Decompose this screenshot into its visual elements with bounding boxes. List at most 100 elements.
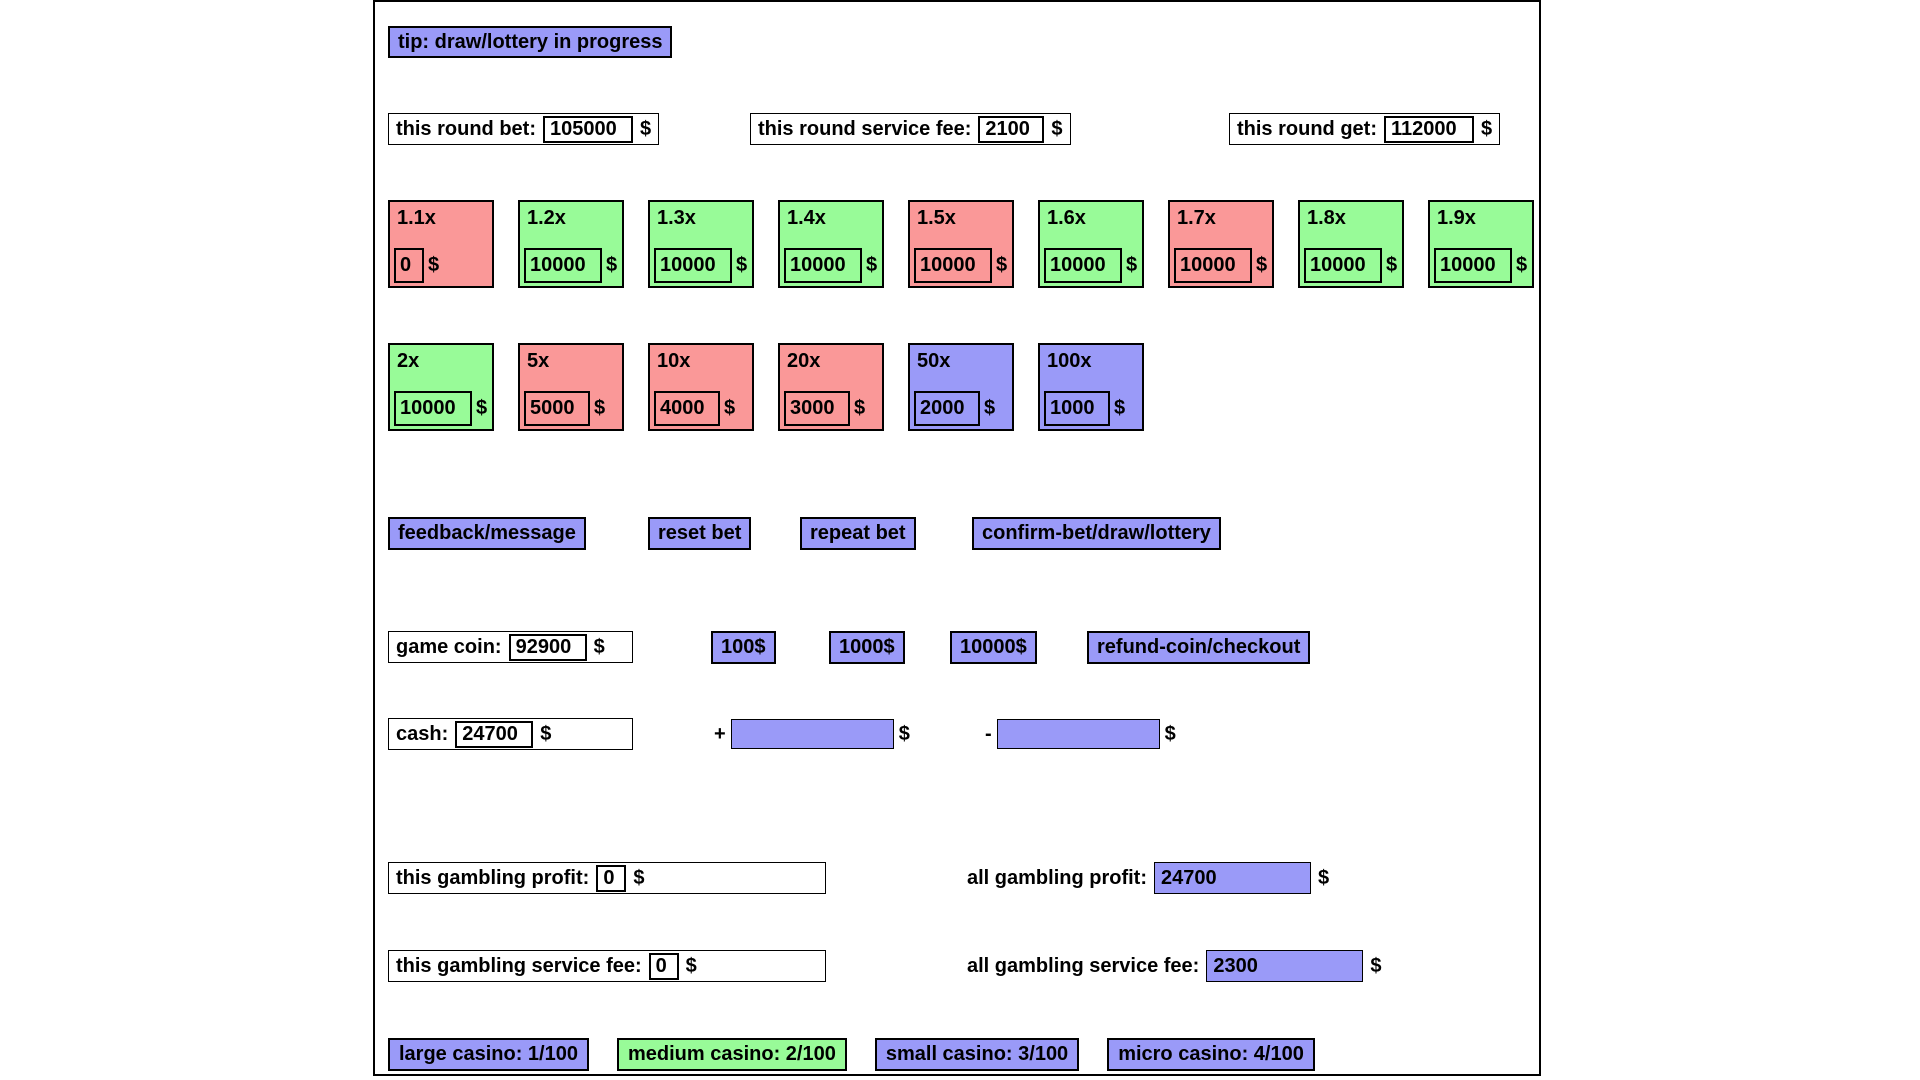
bet-tile-amount-input[interactable] [914,248,992,283]
currency-label: $ [1114,397,1126,419]
bet-tile-1.2x[interactable]: 1.2x $ [518,200,624,288]
bet-tile-amount-input[interactable] [1434,248,1512,283]
bet-tile-multiplier-label: 20x [787,350,821,372]
cash-add-group: + $ [714,718,910,750]
this-gambling-service-fee-label: this gambling service fee: [396,954,642,977]
currency-label: $ [866,254,878,276]
currency-label: $ [1051,117,1063,140]
currency-label: $ [633,866,645,889]
bet-tile-amount-input[interactable] [784,391,850,426]
bet-tiles-row-2: 2x $ 5x $ 10x $ 20x $ 50x $ 100x [388,343,1144,431]
bet-tile-amount-input[interactable] [1044,391,1110,426]
casino-selector-row: large casino: 1/100 medium casino: 2/100 s… [388,1038,1315,1071]
bet-tile-multiplier-label: 1.2x [527,207,566,229]
currency-label: $ [540,722,552,745]
this-gambling-profit-value: 0 [596,864,627,892]
round-get-value: 112000 [1383,115,1474,143]
bet-tile-amount-input[interactable] [1174,248,1252,283]
bet-tile-multiplier-label: 1.1x [397,207,436,229]
bet-tile-amount-input[interactable] [784,248,862,283]
bet-tile-1.5x[interactable]: 1.5x $ [908,200,1014,288]
bet-tile-multiplier-label: 1.8x [1307,207,1346,229]
bet-tile-multiplier-label: 1.4x [787,207,826,229]
casino-badge-micro[interactable]: micro casino: 4/100 [1107,1038,1315,1071]
round-get-label: this round get: [1237,117,1377,140]
bet-tile-2x[interactable]: 2x $ [388,343,494,431]
bet-tile-1.4x[interactable]: 1.4x $ [778,200,884,288]
bet-tile-1.3x[interactable]: 1.3x $ [648,200,754,288]
bet-tile-multiplier-label: 5x [527,350,550,372]
bet-tile-20x[interactable]: 20x $ [778,343,884,431]
all-gambling-profit-group: all gambling profit: 24700 $ [967,862,1329,894]
cash-add-input[interactable] [730,719,894,749]
tip-banner: tip: draw/lottery in progress [388,26,673,58]
add-coin-button-100[interactable]: 100$ [711,631,776,664]
currency-label: $ [594,397,606,419]
round-get-box: this round get: 112000 $ [1229,113,1501,145]
currency-label: $ [1516,254,1528,276]
casino-badge-small[interactable]: small casino: 3/100 [874,1038,1080,1071]
add-coin-button-1000[interactable]: 1000$ [829,631,905,664]
bet-tile-amount-input[interactable] [524,248,602,283]
all-gambling-service-fee-label: all gambling service fee: [967,954,1200,977]
plus-sign: + [714,722,726,745]
refund-coin-checkout-button[interactable]: refund-coin/checkout [1087,631,1311,664]
bet-tile-10x[interactable]: 10x $ [648,343,754,431]
bet-tile-amount-input[interactable] [394,391,472,426]
currency-label: $ [428,254,440,276]
currency-label: $ [996,254,1008,276]
round-service-fee-label: this round service fee: [758,117,972,140]
currency-label: $ [1480,117,1493,140]
bet-tile-50x[interactable]: 50x $ [908,343,1014,431]
bet-tile-1.1x[interactable]: 1.1x $ [388,200,494,288]
currency-label: $ [854,397,866,419]
currency-label: $ [1318,866,1330,889]
currency-label: $ [639,117,652,140]
casino-badge-large[interactable]: large casino: 1/100 [388,1038,589,1071]
round-bet-box: this round bet: 105000 $ [388,113,660,145]
bet-tile-amount-input[interactable] [914,391,980,426]
currency-label: $ [606,254,618,276]
currency-label: $ [724,397,736,419]
feedback-message-button[interactable]: feedback/message [388,517,586,550]
casino-game-window: tip: draw/lottery in progress this round… [373,0,1541,1076]
bet-tile-1.8x[interactable]: 1.8x $ [1298,200,1404,288]
currency-label: $ [1256,254,1268,276]
bet-tile-amount-input[interactable] [654,391,720,426]
add-coin-button-10000[interactable]: 10000$ [950,631,1037,664]
game-coin-value: 92900 [508,633,587,661]
bet-tile-multiplier-label: 1.9x [1437,207,1476,229]
confirm-bet-draw-lottery-button[interactable]: confirm-bet/draw/lottery [972,517,1221,550]
bet-tile-multiplier-label: 10x [657,350,691,372]
bet-tile-100x[interactable]: 100x $ [1038,343,1144,431]
bet-tile-multiplier-label: 1.5x [917,207,956,229]
bet-tile-amount-input[interactable] [524,391,590,426]
bet-tile-multiplier-label: 1.6x [1047,207,1086,229]
currency-label: $ [898,722,910,745]
this-gambling-profit-label: this gambling profit: [396,866,590,889]
round-bet-label: this round bet: [396,117,536,140]
bet-tile-1.7x[interactable]: 1.7x $ [1168,200,1274,288]
cash-label: cash: [396,722,449,745]
bet-tile-amount-input[interactable] [1044,248,1122,283]
reset-bet-button[interactable]: reset bet [648,517,752,550]
bet-tile-1.9x[interactable]: 1.9x $ [1428,200,1534,288]
cash-subtract-group: - $ [985,718,1176,750]
bet-tiles-row-1: 1.1x $ 1.2x $ 1.3x $ 1.4x $ 1.5x $ 1.6x [388,200,1534,288]
bet-tile-amount-input[interactable] [654,248,732,283]
bet-tile-multiplier-label: 1.3x [657,207,696,229]
currency-label: $ [1164,722,1176,745]
bet-tile-multiplier-label: 100x [1047,350,1092,372]
currency-label: $ [476,397,488,419]
bet-tile-amount-input[interactable] [394,248,424,283]
bet-tile-1.6x[interactable]: 1.6x $ [1038,200,1144,288]
repeat-bet-button[interactable]: repeat bet [800,517,916,550]
cash-subtract-input[interactable] [996,719,1160,749]
casino-badge-medium[interactable]: medium casino: 2/100 [616,1038,847,1071]
round-service-fee-value: 2100 [978,115,1045,143]
bet-tile-5x[interactable]: 5x $ [518,343,624,431]
bet-tile-amount-input[interactable] [1304,248,1382,283]
currency-label: $ [1126,254,1138,276]
all-gambling-profit-value: 24700 [1154,862,1311,894]
currency-label: $ [1370,954,1382,977]
